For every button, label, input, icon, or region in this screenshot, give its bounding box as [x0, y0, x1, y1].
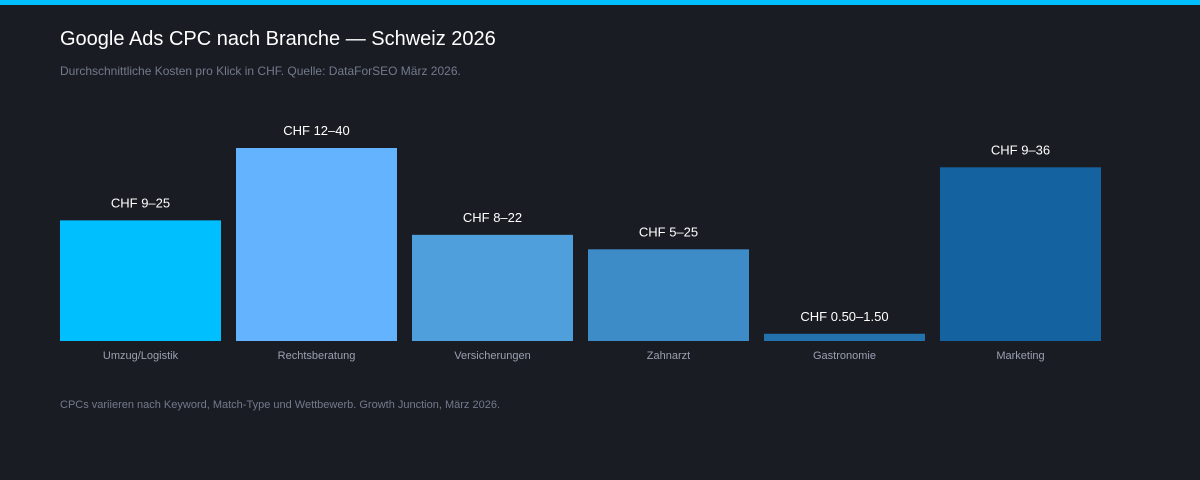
bar-value-label: CHF 12–40: [283, 123, 349, 138]
bar-2: [412, 234, 573, 341]
chart-title: Google Ads CPC nach Branche — Schweiz 20…: [60, 28, 496, 50]
bar-4: [764, 333, 925, 341]
x-tick-label: Marketing: [996, 350, 1044, 362]
bar-value-label: CHF 5–25: [639, 224, 698, 239]
bar-value-label: CHF 9–25: [111, 195, 170, 210]
x-tick-label: Versicherungen: [454, 350, 530, 362]
chart-footnote: CPCs variieren nach Keyword, Match-Type …: [60, 399, 500, 411]
x-tick-label: Rechtsberatung: [278, 350, 356, 362]
chart-subtitle: Durchschnittliche Kosten pro Klick in CH…: [60, 64, 461, 78]
bar-5: [940, 167, 1101, 341]
x-tick-label: Gastronomie: [813, 350, 876, 362]
bar-0: [60, 220, 221, 341]
x-tick-label: Zahnarzt: [647, 350, 690, 362]
bar-1: [236, 148, 397, 341]
bar-value-label: CHF 8–22: [463, 210, 522, 225]
top-accent-bar: [0, 0, 1200, 5]
bar-value-label: CHF 9–36: [991, 142, 1050, 157]
bar-value-label: CHF 0.50–1.50: [800, 309, 888, 324]
bar-chart: CHF 9–25 Umzug/Logistik CHF 12–40 Rechtsber…: [60, 123, 1101, 362]
bar-3: [588, 249, 749, 341]
x-tick-label: Umzug/Logistik: [103, 350, 179, 362]
